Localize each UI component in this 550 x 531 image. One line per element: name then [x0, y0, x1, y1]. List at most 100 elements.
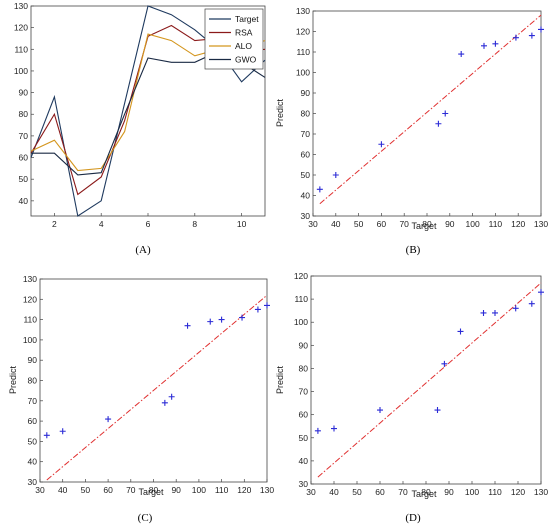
panel-d-x-tick-label: 30: [306, 487, 316, 497]
panel-d-data-point: [528, 300, 535, 307]
panel-b-y-axis-label: Predict: [275, 98, 285, 127]
panel-a-y-tick-label: 130: [14, 1, 28, 11]
panel-d-data-point: [331, 425, 337, 432]
panel-d-x-axis-label: Target: [411, 489, 437, 499]
panel-d-x-tick-label: 50: [352, 487, 362, 497]
panel-a-legend-label-gwo: GWO: [235, 55, 257, 65]
panel-c-x-tick-label: 100: [192, 485, 206, 495]
panel-b-data-point: [481, 42, 487, 49]
panel-c-data-point: [43, 432, 50, 439]
panel-c-y-tick-label: 40: [28, 457, 38, 467]
panel-a-y-tick-label: 60: [19, 153, 29, 163]
panel-b-data-point: [492, 40, 499, 47]
panel-c-data-point: [161, 399, 168, 406]
panel-d-data-point: [492, 309, 498, 316]
panel-b-x-tick-label: 60: [377, 219, 387, 229]
panel-c-y-tick-label: 90: [28, 355, 38, 365]
panel-b-y-tick-label: 70: [301, 129, 311, 139]
panel-c-data-point: [254, 306, 261, 313]
panel-c-y-tick-label: 70: [28, 396, 38, 406]
panel-d-data-point: [457, 328, 464, 335]
panel-d-x-tick-label: 90: [444, 487, 454, 497]
panel-d-data-point: [434, 407, 441, 414]
panel-a-x-tick-label: 8: [192, 219, 197, 229]
panel-d-x-tick-label: 70: [398, 487, 408, 497]
panel-b-data-point: [378, 141, 385, 148]
panel-c-plot-frame: [39, 278, 268, 483]
panel-d-x-tick-label: 100: [465, 487, 479, 497]
panel-c-x-tick-label: 80: [149, 485, 159, 495]
panel-b-y-tick-label: 90: [301, 88, 311, 98]
panel-b-caption: (B): [406, 244, 421, 256]
panel-d-y-axis-label: Predict: [275, 365, 285, 394]
panel-c-y-tick-label: 50: [28, 436, 38, 446]
panel-a-y-tick-label: 80: [19, 109, 29, 119]
panel-b-y-tick-label: 110: [296, 47, 310, 57]
panel-d-y-tick-label: 80: [299, 363, 309, 373]
panel-c-data-point: [218, 316, 225, 323]
panel-d-data-point: [480, 309, 487, 316]
panel-c-data-point: [184, 322, 191, 329]
panel-c-data-point: [105, 416, 112, 423]
panel-b-y-tick-label: 30: [301, 211, 311, 221]
panel-b-y-tick-label: 50: [301, 170, 311, 180]
panel-c-data-point: [239, 314, 246, 321]
panel-b-x-tick-label: 30: [308, 219, 318, 229]
panel-c-y-tick-label: 110: [23, 315, 37, 325]
panel-b-fit-line: [319, 14, 542, 205]
panel-a-y-tick-label: 40: [19, 196, 29, 206]
panel-a-y-tick-label: 50: [19, 174, 29, 184]
panel-b-data-point: [332, 172, 339, 178]
panel-c-scatter-plot: 30 40 50 60 70 80 90 100 110 120 130 30 40 50 60 70 80 90…: [8, 274, 274, 524]
panel-d-y-tick-label: 70: [299, 387, 309, 397]
panel-d-x-tick-label: 130: [534, 487, 548, 497]
panel-a-line-chart: 2 4 6 8 10 40 50 60 70 80 90 100 110 120 130 Target RSA A…: [14, 1, 266, 256]
panel-d-y-tick-label: 90: [299, 340, 309, 350]
panel-d-caption: (D): [405, 512, 421, 524]
panel-a-y-tick-label: 100: [14, 66, 28, 76]
panel-c-x-tick-label: 40: [58, 485, 68, 495]
panel-a-x-tick-label: 4: [99, 219, 104, 229]
panel-b-plot-frame: [312, 10, 542, 217]
panel-c-x-tick-label: 30: [35, 485, 45, 495]
panel-c-x-tick-label: 90: [171, 485, 181, 495]
panel-d-fit-line: [317, 282, 542, 478]
panel-a-y-tick-label: 120: [14, 23, 28, 33]
panel-a-x-tick-label: 2: [52, 219, 57, 229]
panel-d-data-point: [512, 305, 519, 312]
panel-d-x-tick-label: 80: [421, 487, 431, 497]
panel-c-x-tick-label: 70: [126, 485, 136, 495]
panel-d-y-tick-label: 110: [294, 294, 308, 304]
panel-d-x-tick-label: 110: [488, 487, 502, 497]
panel-a-x-tick-label: 6: [146, 219, 151, 229]
panel-c-y-tick-label: 100: [23, 335, 37, 345]
panel-c-x-tick-label: 130: [260, 485, 274, 495]
panel-a-legend-label-target: Target: [235, 14, 259, 24]
panel-a-legend-label-rsa: RSA: [235, 28, 253, 38]
panel-d-y-tick-label: 50: [299, 433, 309, 443]
panel-b-x-axis-label: Target: [411, 221, 437, 231]
panel-c-y-tick-label: 80: [28, 376, 38, 386]
panel-b-data-point: [442, 110, 449, 117]
panel-c-data-point: [59, 428, 66, 435]
panel-b-x-tick-label: 100: [466, 219, 480, 229]
panel-c-data-point: [207, 318, 214, 325]
panel-b-y-tick-label: 130: [296, 6, 310, 16]
panel-b-x-tick-label: 110: [489, 219, 503, 229]
panel-b-x-tick-label: 50: [354, 219, 364, 229]
panel-d-y-tick-label: 100: [294, 317, 308, 327]
panel-c-y-tick-label: 120: [23, 294, 37, 304]
panel-d-x-tick-label: 60: [375, 487, 385, 497]
panel-a-legend-label-alo: ALO: [235, 41, 252, 51]
panel-b-y-tick-label: 100: [296, 68, 310, 78]
panel-d-x-tick-label: 40: [329, 487, 339, 497]
panel-b-x-tick-label: 90: [445, 219, 455, 229]
panel-d-y-tick-label: 40: [299, 456, 309, 466]
panel-d-y-tick-label: 30: [299, 479, 309, 489]
panel-b-y-tick-label: 60: [301, 150, 311, 160]
panel-c-fit-line: [46, 294, 268, 481]
panel-b-data-point: [458, 51, 465, 58]
panel-b-x-tick-label: 130: [534, 219, 548, 229]
panel-c-data-point: [168, 393, 175, 400]
